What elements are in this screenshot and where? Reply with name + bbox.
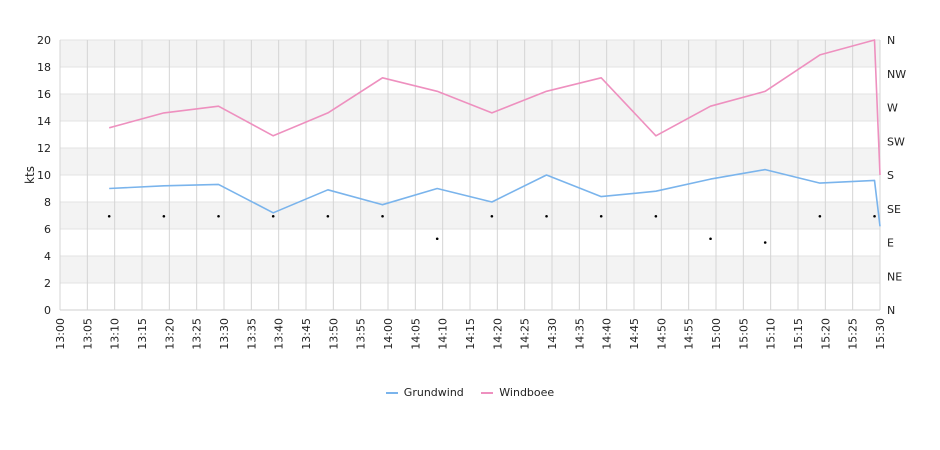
series-line-windboee (108, 39, 881, 176)
direction-marker (162, 214, 166, 218)
series-lines (108, 39, 881, 227)
direction-marker (545, 214, 548, 218)
x-tick-label: 13:15 (136, 318, 149, 350)
y-tick-label: 12 (37, 142, 51, 155)
y-axis-right-direction: N NE E SE S SW W NW N (887, 34, 906, 317)
x-tick-label: 15:00 (710, 318, 723, 350)
x-tick-label: 14:35 (573, 318, 586, 350)
y-tick-label: 20 (37, 34, 51, 47)
x-tick-label: 15:10 (765, 318, 778, 350)
direction-marker (709, 237, 712, 241)
x-tick-label: 15:30 (874, 318, 887, 350)
x-tick-label: 13:45 (300, 318, 313, 350)
x-tick-label: 14:00 (382, 318, 395, 350)
x-tick-label: 14:15 (464, 318, 477, 350)
x-tick-label: 13:25 (191, 318, 204, 350)
direction-marker (381, 214, 384, 218)
direction-tick-label: SE (887, 203, 901, 216)
legend-item-grundwind[interactable]: Grundwind (385, 386, 464, 399)
y-axis-title: kts (23, 166, 37, 184)
y-tick-label: 0 (44, 304, 51, 317)
x-tick-label: 14:20 (491, 318, 504, 350)
x-tick-label: 15:25 (847, 318, 860, 350)
legend-item-windboee[interactable]: Windboee (481, 386, 554, 399)
legend-swatch-grundwind (385, 392, 398, 394)
legend-swatch-windboee (481, 392, 494, 394)
y-tick-label: 10 (37, 169, 51, 182)
direction-tick-label: NE (887, 270, 902, 283)
x-tick-label: 14:05 (409, 318, 422, 350)
direction-tick-label: S (887, 169, 894, 182)
direction-marker (490, 214, 494, 218)
x-tick-label: 14:25 (519, 318, 532, 350)
x-tick-label: 13:05 (81, 318, 94, 350)
x-tick-label: 15:20 (819, 318, 832, 350)
x-tick-label: 14:10 (437, 318, 450, 350)
direction-marker (326, 214, 330, 218)
vertical-gridlines (59, 40, 881, 310)
x-tick-label: 14:30 (546, 318, 559, 350)
x-tick-label: 14:55 (683, 318, 696, 350)
direction-tick-label: NW (887, 68, 906, 81)
direction-tick-label: N (887, 34, 895, 47)
direction-marker (107, 214, 111, 218)
x-tick-label: 14:45 (628, 318, 641, 350)
legend-label-windboee: Windboee (499, 386, 555, 399)
y-axis-left: 0 2 4 6 8 10 12 14 16 18 20 (37, 34, 51, 317)
legend: Grundwind Windboee (0, 386, 940, 399)
y-tick-label: 2 (44, 277, 51, 290)
direction-marker (599, 214, 603, 218)
direction-marker (873, 214, 876, 218)
series-line-grundwind (109, 168, 881, 227)
direction-marker (818, 214, 822, 218)
y-tick-label: 8 (44, 196, 51, 209)
x-tick-label: 13:00 (54, 318, 67, 350)
direction-tick-label: SW (887, 135, 905, 148)
direction-marker (763, 241, 767, 244)
y-tick-label: 6 (44, 223, 51, 236)
direction-tick-label: W (887, 102, 898, 115)
direction-marker (654, 214, 658, 218)
y-tick-label: 4 (44, 250, 51, 263)
direction-tick-label: N (887, 304, 895, 317)
x-tick-label: 13:10 (109, 318, 122, 350)
x-tick-label: 13:40 (273, 318, 286, 350)
x-tick-label: 13:35 (245, 318, 258, 350)
x-tick-label: 14:50 (655, 318, 668, 350)
x-tick-label: 13:50 (327, 318, 340, 350)
x-tick-label: 15:05 (737, 318, 750, 350)
x-tick-label: 13:30 (218, 318, 231, 350)
y-tick-label: 16 (37, 88, 51, 101)
x-tick-label: 15:15 (792, 318, 805, 350)
direction-marker (217, 214, 220, 218)
y-tick-label: 14 (37, 115, 51, 128)
direction-tick-label: E (887, 237, 894, 250)
x-tick-label: 13:20 (163, 318, 176, 350)
direction-markers (107, 214, 876, 244)
direction-marker (435, 237, 439, 241)
x-tick-label: 13:55 (355, 318, 368, 350)
y-tick-label: 18 (37, 61, 51, 74)
x-tick-label: 14:40 (601, 318, 614, 350)
x-axis: 13:00 13:05 13:10 13:15 13:20 13:25 13:30 13:35… (54, 318, 887, 350)
direction-marker (271, 214, 275, 218)
legend-label-grundwind: Grundwind (403, 386, 464, 399)
